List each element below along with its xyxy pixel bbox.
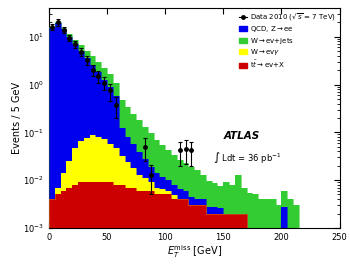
- X-axis label: $E_T^{\mathrm{miss}}$ [GeV]: $E_T^{\mathrm{miss}}$ [GeV]: [167, 243, 222, 260]
- Legend: Data 2010 ($\sqrt{s}$ = 7 TeV), QCD, Z$\rightarrow$ee, W$\rightarrow$ev+jets, W$: Data 2010 ($\sqrt{s}$ = 7 TeV), QCD, Z$\…: [237, 10, 337, 71]
- Text: ATLAS: ATLAS: [223, 131, 260, 141]
- Text: $\int$ Ldt = 36 pb$^{-1}$: $\int$ Ldt = 36 pb$^{-1}$: [213, 150, 282, 165]
- Y-axis label: Events / 5 GeV: Events / 5 GeV: [12, 82, 22, 154]
